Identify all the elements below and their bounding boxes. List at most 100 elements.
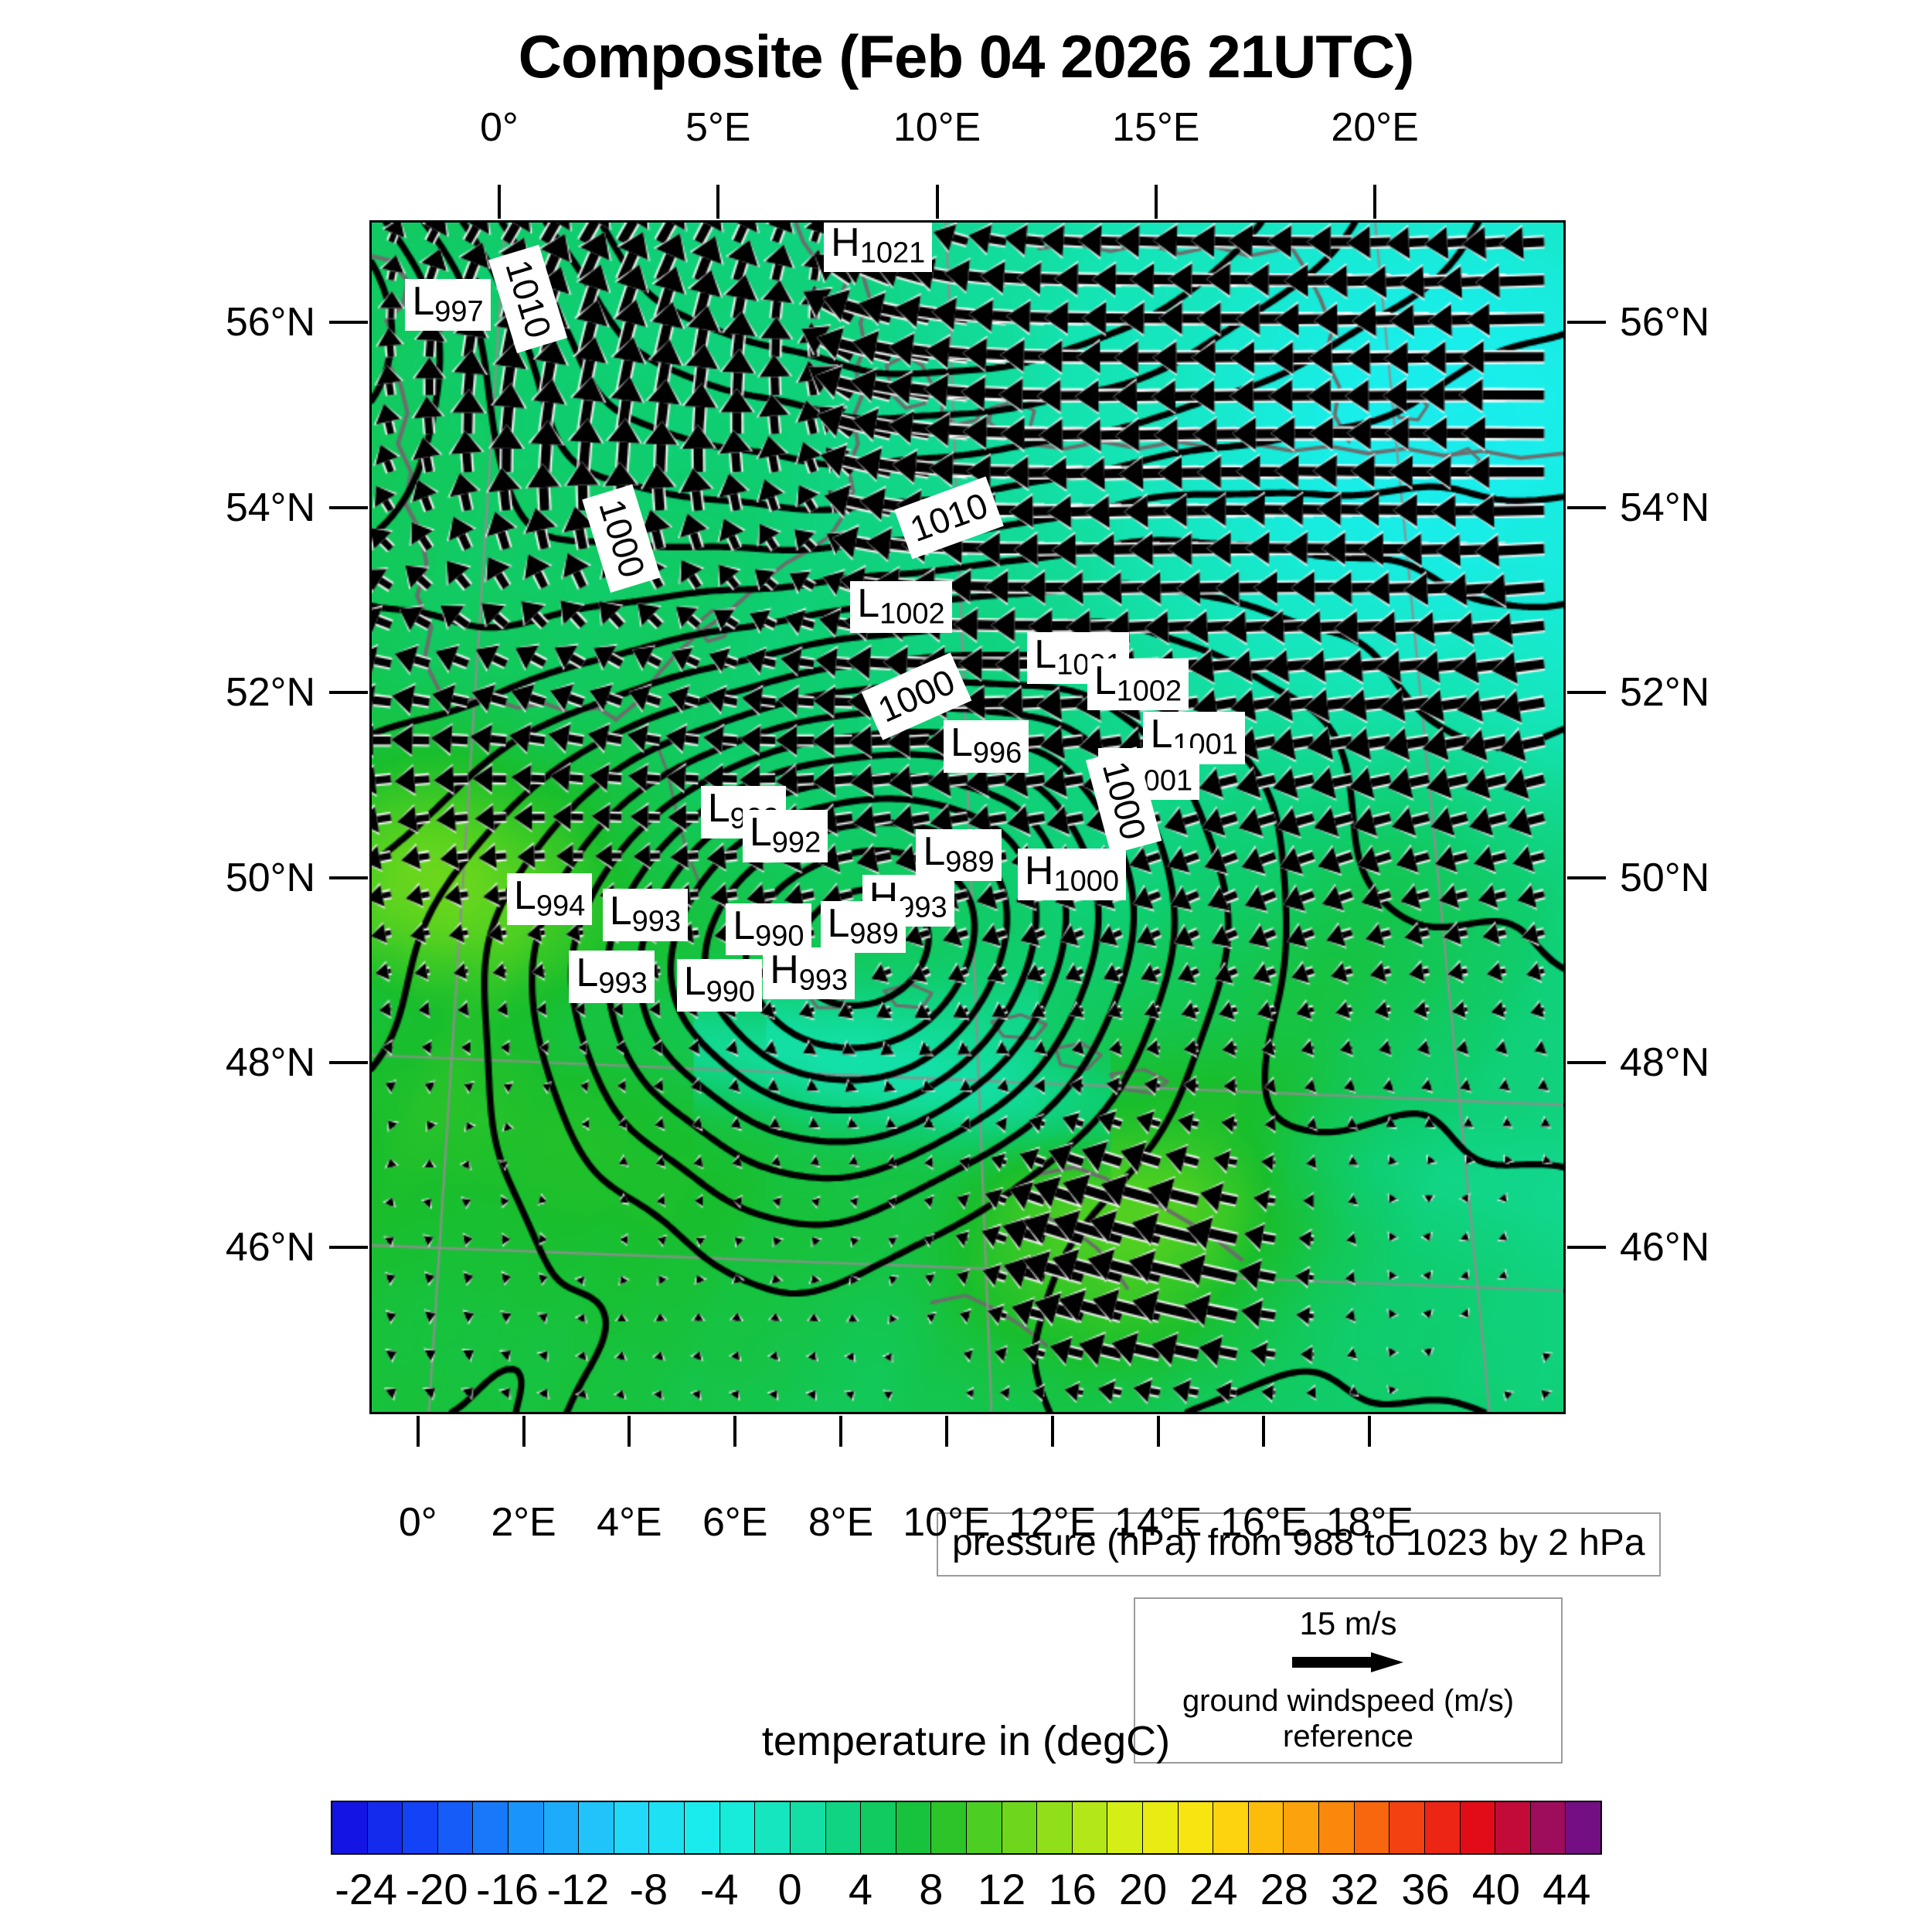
pressure-center-type: L: [513, 873, 536, 919]
pressure-center-value: 990: [706, 975, 756, 1009]
pressure-center-low: L1002: [1087, 658, 1189, 711]
axis-label-lat-left: 50°N: [225, 855, 315, 900]
colorbar-tick-label: 12: [978, 1865, 1026, 1913]
colorbar-tick-label: 8: [919, 1865, 944, 1913]
pressure-center-type: L: [683, 959, 706, 1005]
axis-label-lat-left: 52°N: [225, 670, 315, 716]
pressure-center-value: 990: [755, 920, 804, 952]
colorbar-cell: [1107, 1802, 1144, 1853]
axis-label-lon-bottom: 10°E: [903, 1500, 991, 1545]
colorbar-tick-label: -4: [699, 1865, 739, 1913]
colorbar-cell: [473, 1802, 509, 1853]
colorbar[interactable]: [331, 1801, 1602, 1855]
axis-tick: [329, 1246, 368, 1250]
axis-label-lat-left: 54°N: [225, 485, 315, 530]
pressure-legend: pressure (hPa) from 988 to 1023 by 2 hPa: [937, 1512, 1661, 1577]
colorbar-tick-label: 40: [1471, 1865, 1521, 1913]
pressure-center-type: L: [412, 278, 435, 324]
axis-tick: [716, 185, 720, 219]
colorbar-cell: [649, 1802, 685, 1853]
axis-label-lon-bottom: 2°E: [491, 1500, 556, 1545]
pressure-center-high: H1000: [1017, 848, 1127, 901]
pressure-center-low: L1001: [1143, 712, 1245, 764]
colorbar-tick-label: 0: [777, 1865, 802, 1913]
colorbar-tick-label: -24: [335, 1865, 398, 1913]
axis-label-lat-right: 46°N: [1620, 1225, 1710, 1270]
pressure-center-value: 1002: [879, 597, 945, 630]
colorbar-cell: [1460, 1802, 1496, 1853]
axis-label-lat-right: 54°N: [1620, 485, 1710, 530]
axis-label-lat-left: 48°N: [225, 1039, 315, 1085]
colorbar-cell: [896, 1802, 932, 1853]
axis-tick: [522, 1416, 526, 1447]
colorbar-tick-label: -16: [476, 1865, 539, 1913]
pressure-center-type: L: [950, 720, 973, 766]
axis-label-lon-top: 10°E: [893, 105, 981, 150]
colorbar-cell: [685, 1802, 720, 1853]
axis-tick: [329, 1060, 368, 1064]
axis-tick: [628, 1416, 631, 1447]
axis-label-lat-right: 48°N: [1620, 1039, 1710, 1085]
colorbar-cell: [719, 1802, 756, 1853]
pressure-center-low: L989: [820, 900, 906, 953]
axis-tick: [1154, 185, 1158, 219]
colorbar-cell: [403, 1802, 438, 1853]
colorbar-cell: [614, 1802, 650, 1853]
wind-legend-caption: ground windspeed (m/s) reference: [1182, 1684, 1515, 1754]
colorbar-tick-label: 36: [1401, 1865, 1450, 1913]
pressure-center-low: L990: [676, 959, 763, 1012]
axis-label-lon-top: 20°E: [1331, 105, 1419, 150]
pressure-center-value: 993: [898, 890, 947, 923]
axis-label-lat-right: 50°N: [1620, 855, 1710, 900]
colorbar-ticks: -24 -20 -16 -12 -8 -4 0 4 8 12 16 20 24 28 32 36 40 44: [331, 1864, 1602, 1932]
axis-tick: [329, 691, 368, 695]
colorbar-cell: [1566, 1802, 1600, 1853]
pressure-center-value: 993: [798, 964, 849, 997]
colorbar-cell: [1002, 1802, 1038, 1853]
axis-label-lon-bottom: 6°E: [702, 1500, 768, 1545]
pressure-center-value: 996: [972, 736, 1022, 770]
colorbar-cell: [1319, 1802, 1355, 1853]
axis-tick: [1567, 691, 1606, 695]
colorbar-cell: [509, 1802, 544, 1853]
pressure-center-type: L: [733, 903, 756, 948]
colorbar-tick-label: 28: [1260, 1865, 1308, 1913]
axis-label-lon-bottom: 4°E: [597, 1500, 662, 1545]
colorbar-tick-label: -12: [546, 1865, 610, 1913]
pressure-center-value: 992: [771, 826, 821, 859]
colorbar-cell: [1284, 1802, 1320, 1853]
colorbar-cell: [1178, 1802, 1214, 1853]
pressure-center-type: L: [1150, 712, 1173, 757]
wind-reference-arrow-icon: [1135, 1641, 1561, 1683]
map-plot-area[interactable]: L997H1021L1002L1001L1002L996L1001L1001L9…: [369, 220, 1566, 1414]
pressure-center-value: 1002: [1116, 675, 1182, 708]
axis-label-lon-top: 5°E: [685, 105, 751, 150]
pressure-center-low: L997: [405, 278, 491, 332]
axis-tick: [839, 1416, 843, 1447]
colorbar-tick-label: -8: [629, 1865, 668, 1913]
axis-label-lon-top: 15°E: [1112, 105, 1200, 150]
axis-label-lat-left: 46°N: [225, 1225, 315, 1270]
axis-label-lon-bottom: 12°E: [1009, 1500, 1097, 1545]
pressure-center-low: L990: [726, 903, 811, 956]
colorbar-cell: [1072, 1802, 1108, 1853]
axis-tick: [497, 185, 501, 219]
axis-label-lon-bottom: 16°E: [1219, 1500, 1308, 1545]
pressure-center-value: 1000: [1053, 864, 1120, 897]
colorbar-tick-label: 44: [1543, 1865, 1591, 1913]
axis-label-lon-bottom: 14°E: [1114, 1500, 1202, 1545]
pressure-legend-text: pressure (hPa) from 988 to 1023 by 2 hPa: [952, 1522, 1645, 1563]
axis-tick: [1567, 505, 1606, 509]
colorbar-tick-label: 16: [1048, 1865, 1097, 1913]
colorbar-cell: [755, 1802, 791, 1853]
axis-tick: [935, 185, 939, 219]
pressure-center-type: L: [749, 810, 772, 855]
axis-label-lon-bottom: 18°E: [1325, 1500, 1413, 1545]
pressure-center-high: H993: [763, 947, 855, 1000]
axis-tick: [1156, 1416, 1160, 1447]
colorbar-tick-label: -20: [405, 1865, 468, 1913]
pressure-center-value: 989: [945, 845, 995, 879]
pressure-center-type: H: [770, 947, 799, 992]
colorbar-cell: [966, 1802, 1002, 1853]
axis-label-lon-top: 0°: [480, 105, 519, 150]
